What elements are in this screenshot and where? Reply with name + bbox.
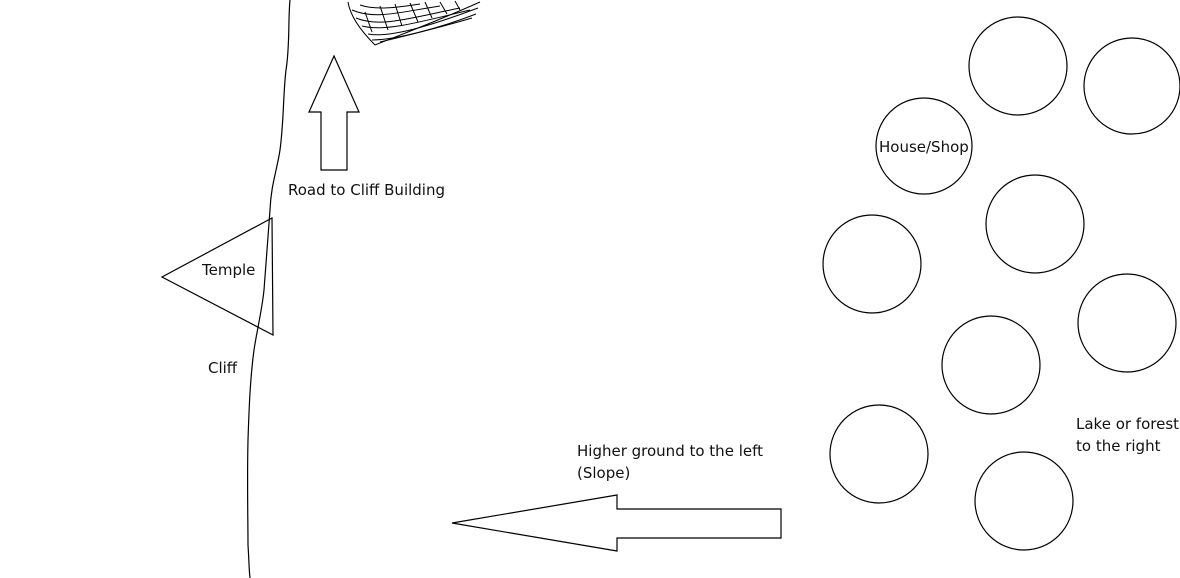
temple-triangle [160,217,274,336]
road-label: Road to Cliff Building [288,181,445,199]
temple-label: Temple [201,261,255,279]
house-circle-6 [941,315,1041,415]
house-circle-2 [1083,37,1180,135]
cliff-line [246,0,291,578]
house-circle-3 [985,174,1085,274]
slope-label-line1: Higher ground to the left [577,442,763,460]
house-circle-7 [829,404,929,504]
left-arrow [451,494,782,552]
house-shop-circle [875,97,973,195]
lake-label-line2: to the right [1076,437,1161,455]
house-circle-8 [974,451,1074,551]
house-circle-1 [968,16,1068,116]
house-shop-label: House/Shop [879,138,969,156]
house-circle-4 [822,214,922,314]
cliff-building-sketch [347,0,481,46]
lake-label-line1: Lake or forest [1076,415,1179,433]
slope-label-line2: (Slope) [577,464,630,482]
up-arrow [308,54,360,171]
cliff-label: Cliff [208,359,238,377]
house-circle-5 [1077,273,1177,373]
